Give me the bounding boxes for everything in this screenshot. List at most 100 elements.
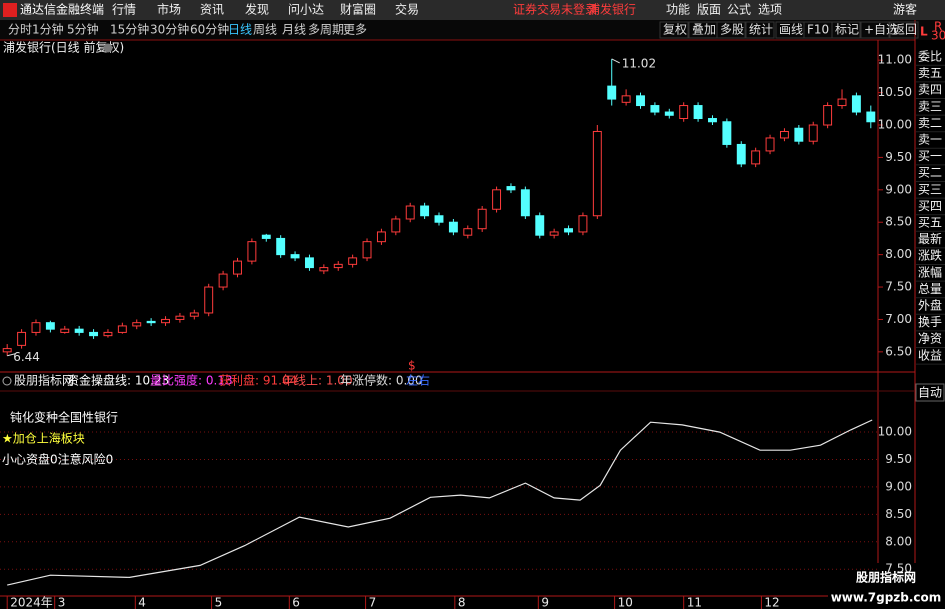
menu-item[interactable]: 功能	[666, 3, 690, 17]
candle-body	[117, 325, 127, 333]
x-tick-label: 4	[138, 596, 146, 609]
menu-item[interactable]: 市场	[157, 2, 181, 17]
candle-body	[808, 124, 818, 142]
period-button[interactable]: 更多	[343, 23, 367, 37]
sidebar-item[interactable]: 买四	[918, 199, 942, 213]
sidebar-item[interactable]: 买一	[918, 149, 942, 163]
y-tick-label: 8.50	[885, 215, 912, 229]
period-button[interactable]: 5分钟	[67, 22, 99, 37]
watermark-url: www.7gpzb.com	[831, 591, 942, 605]
menu-item[interactable]: 公式	[727, 3, 751, 17]
period-button[interactable]: 多周期	[308, 23, 344, 37]
sidebar-item[interactable]: 涨幅	[918, 264, 942, 279]
candle-body	[146, 320, 156, 324]
sidebar-item[interactable]: 外盘	[918, 298, 942, 313]
menu-item[interactable]: 行情	[112, 3, 136, 17]
sidebar-item[interactable]: 总量	[918, 282, 942, 296]
sidebar-item[interactable]: 净资	[918, 332, 942, 346]
period-button[interactable]: 30分钟	[150, 22, 189, 37]
candle-body	[247, 241, 257, 262]
sidebar-item[interactable]: 卖五	[918, 66, 942, 80]
action-button[interactable]: 统计	[749, 23, 773, 37]
action-button[interactable]: 多股	[720, 23, 744, 37]
action-frame	[716, 21, 746, 39]
candle-body	[31, 322, 41, 333]
menu-item[interactable]: 交易	[395, 2, 419, 17]
candle-body	[376, 231, 386, 243]
y-tick-label: 10.00	[878, 425, 912, 439]
period-button[interactable]: 1分钟	[32, 22, 64, 37]
menu-item[interactable]: 版面	[697, 3, 721, 17]
candle-body	[290, 254, 300, 259]
candle-body	[261, 234, 271, 239]
candle-body	[276, 237, 286, 256]
x-tick-label: 2024年	[10, 596, 53, 609]
indicator-line	[7, 419, 873, 586]
menu-item[interactable]: 选项	[758, 3, 782, 17]
candle-body	[405, 205, 415, 220]
indicator-icon	[2, 376, 12, 386]
menu-bar	[0, 0, 945, 20]
action-button[interactable]: 返回	[893, 23, 917, 37]
period-button[interactable]: 60分钟	[190, 22, 229, 37]
candle-body	[679, 105, 689, 120]
sidebar-item[interactable]: 买二	[918, 166, 942, 180]
signal-text: 小心资盘0注意风险0	[2, 452, 113, 467]
login-status[interactable]: 证券交易未登录	[513, 2, 597, 17]
indicator-name: 股朋指标网	[14, 373, 74, 388]
candle-body	[477, 208, 487, 230]
sidebar-item[interactable]: 卖一	[918, 133, 942, 147]
action-button[interactable]: 画线	[779, 23, 803, 37]
candle-body	[60, 328, 70, 333]
x-tick-label: 12	[764, 596, 779, 609]
candle-body	[636, 95, 645, 107]
x-tick-label: 7	[369, 596, 377, 609]
action-frame	[659, 21, 689, 39]
sidebar-item[interactable]: 卖三	[918, 99, 942, 113]
sidebar-item[interactable]: 换手	[918, 315, 942, 329]
user[interactable]: 游客	[893, 2, 917, 17]
period-button[interactable]: 月线	[282, 23, 306, 37]
sidebar-item[interactable]: 卖二	[918, 116, 942, 130]
indicator-value: 年线上: 1.00	[282, 374, 353, 388]
action-button[interactable]: 叠加	[692, 23, 716, 37]
max-label: 11.02	[622, 56, 656, 70]
period-button[interactable]: 分时	[8, 23, 32, 37]
candle-body	[693, 105, 703, 120]
y-tick-label: 9.50	[885, 452, 912, 466]
sidebar-auto[interactable]: 自动	[918, 386, 942, 400]
sidebar-item[interactable]: 卖四	[918, 83, 942, 97]
candle-body	[348, 257, 358, 265]
menu-item[interactable]: 财富圈	[340, 2, 376, 17]
candle-body	[45, 322, 55, 330]
sidebar-item[interactable]: 买三	[918, 182, 942, 196]
candle-body	[564, 228, 573, 233]
period-button[interactable]: 周线	[253, 23, 277, 37]
period-button[interactable]: 15分钟	[110, 22, 149, 37]
sidebar-item[interactable]: 最新	[918, 231, 942, 246]
candle-body	[751, 150, 761, 165]
menu-item[interactable]: 发现	[245, 2, 269, 17]
action-button[interactable]: 复权	[663, 23, 687, 37]
candle-body	[578, 215, 588, 233]
candle-body	[779, 130, 789, 139]
sidebar-item[interactable]: 委比	[918, 50, 942, 64]
action-button[interactable]: 标记	[835, 23, 859, 37]
period-button[interactable]: 日线	[228, 23, 252, 37]
sidebar-l: L	[920, 25, 928, 39]
action-frame	[860, 21, 890, 39]
y-tick-label: 7.50	[885, 280, 912, 294]
sidebar-item[interactable]: 涨跌	[918, 248, 942, 263]
x-tick-label: 8	[458, 596, 466, 609]
action-button[interactable]: F10	[807, 23, 829, 37]
candle-body	[607, 85, 617, 100]
candle-body	[621, 95, 631, 103]
menu-item[interactable]: 问小达	[288, 3, 324, 17]
candle-body	[592, 130, 602, 217]
menu-item[interactable]: 资讯	[200, 3, 224, 17]
indicator-value: 获利盘: 91.04	[219, 373, 297, 388]
y-tick-label: 8.00	[885, 247, 912, 261]
sidebar-item[interactable]: 买五	[918, 216, 942, 230]
action-frame	[745, 21, 775, 39]
sidebar-item[interactable]: 收益	[918, 348, 942, 362]
